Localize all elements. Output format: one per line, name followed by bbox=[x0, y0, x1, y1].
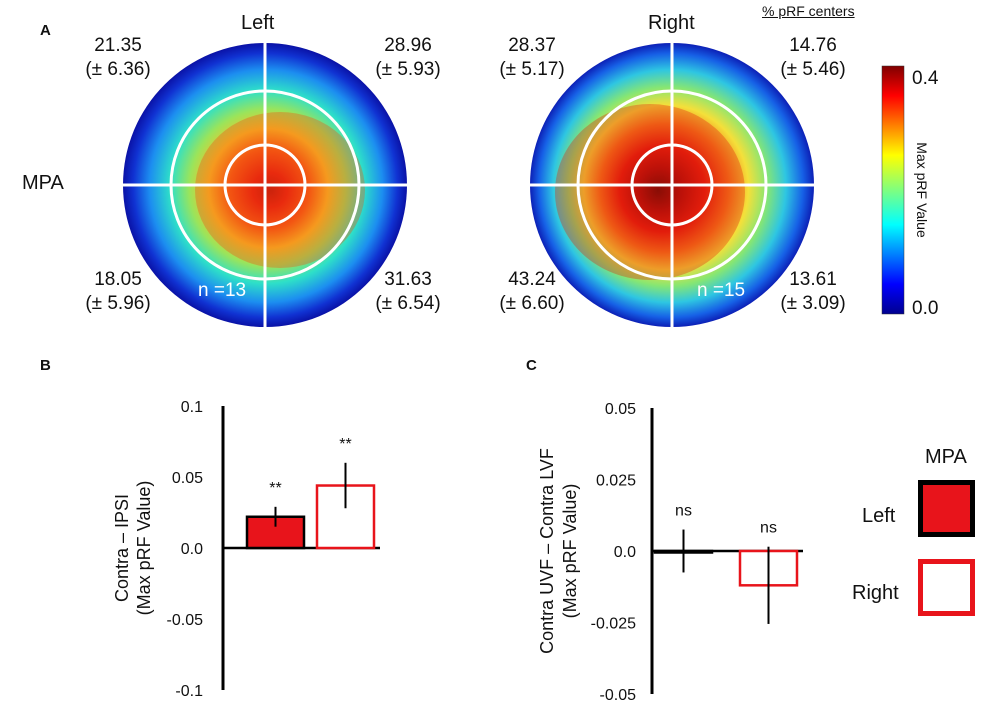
legend-left-swatch bbox=[918, 480, 975, 537]
right-ll-pct: 43.24 (± 6.60) bbox=[492, 268, 572, 316]
colorbar-min-label: 0.0 bbox=[912, 298, 938, 319]
roi-label-mpa: MPA bbox=[22, 172, 64, 194]
legend-right-label: Right bbox=[852, 582, 899, 604]
right-lr-value: 13.61 bbox=[789, 269, 837, 290]
left-ul-sd: (± 6.36) bbox=[85, 59, 151, 80]
chart-b-ytick-label: 0.1 bbox=[181, 399, 203, 416]
right-ur-pct: 14.76 (± 5.46) bbox=[773, 34, 853, 82]
chart-c-ytick-label: -0.05 bbox=[600, 687, 637, 704]
chart-b-ylabel-line1: Contra – IPSI bbox=[112, 494, 132, 602]
left-ll-sd: (± 5.96) bbox=[85, 293, 151, 314]
left-ul-value: 21.35 bbox=[94, 35, 142, 56]
chart-c-ytick-label: 0.025 bbox=[596, 473, 636, 490]
chart-c-sig-label-left: ns bbox=[675, 503, 692, 520]
chart-b-ytick-label: 0.0 bbox=[181, 541, 203, 558]
left-n-label: n =13 bbox=[198, 280, 246, 301]
chart-c-ytick-label: 0.05 bbox=[605, 401, 636, 418]
colorbar bbox=[881, 65, 905, 315]
right-ll-sd: (± 6.60) bbox=[499, 293, 565, 314]
left-ll-pct: 18.05 (± 5.96) bbox=[78, 268, 158, 316]
pct-centers-header: % pRF centers bbox=[762, 3, 855, 19]
chart-b-sig-label-left: ** bbox=[269, 480, 281, 497]
chart-c-ytick-label: -0.025 bbox=[591, 616, 636, 633]
right-ul-pct: 28.37 (± 5.17) bbox=[492, 34, 572, 82]
right-hemisphere-title: Right bbox=[648, 12, 695, 34]
panel-a-label: A bbox=[40, 22, 51, 39]
left-lr-pct: 31.63 (± 6.54) bbox=[368, 268, 448, 316]
chart-c-ytick-label: 0.0 bbox=[614, 544, 636, 561]
legend-left-label: Left bbox=[862, 505, 896, 527]
right-ur-sd: (± 5.46) bbox=[780, 59, 846, 80]
left-heatmap-hotspot bbox=[195, 112, 365, 268]
chart-c-ylabel-line1: Contra UVF – Contra LVF bbox=[537, 448, 557, 654]
legend-title: MPA bbox=[925, 446, 967, 468]
colorbar-max-label: 0.4 bbox=[912, 68, 939, 89]
left-ll-value: 18.05 bbox=[94, 269, 142, 290]
chart-c-ylabel-line2: (Max pRF Value) bbox=[560, 484, 580, 619]
panel-a-heatmaps: n =13 n =15 0.4 0.0 Max pRF Value bbox=[123, 43, 939, 327]
left-lr-sd: (± 6.54) bbox=[375, 293, 441, 314]
left-ul-pct: 21.35 (± 6.36) bbox=[78, 34, 158, 82]
chart-b-ylabel-line2: (Max pRF Value) bbox=[134, 481, 154, 616]
right-heatmap-hotspot bbox=[555, 104, 745, 280]
right-ll-value: 43.24 bbox=[508, 269, 556, 290]
right-ul-value: 28.37 bbox=[508, 35, 556, 56]
right-lr-sd: (± 3.09) bbox=[780, 293, 846, 314]
left-lr-value: 31.63 bbox=[384, 269, 432, 290]
chart-b-sig-label-right: ** bbox=[339, 436, 351, 453]
right-lr-pct: 13.61 (± 3.09) bbox=[773, 268, 853, 316]
chart-b-ytick-label: -0.1 bbox=[175, 683, 203, 700]
panel-b-label: B bbox=[40, 357, 51, 374]
right-ur-value: 14.76 bbox=[789, 35, 837, 56]
panel-c-label: C bbox=[526, 357, 537, 374]
right-ul-sd: (± 5.17) bbox=[499, 59, 565, 80]
left-ur-sd: (± 5.93) bbox=[375, 59, 441, 80]
left-ur-pct: 28.96 (± 5.93) bbox=[368, 34, 448, 82]
right-n-label: n =15 bbox=[697, 280, 745, 301]
legend-right-swatch bbox=[918, 559, 975, 616]
left-ur-value: 28.96 bbox=[384, 35, 432, 56]
left-hemisphere-title: Left bbox=[241, 12, 275, 34]
colorbar-title: Max pRF Value bbox=[914, 142, 930, 238]
chart-b-ytick-label: 0.05 bbox=[172, 470, 203, 487]
chart-c-sig-label-right: ns bbox=[760, 520, 777, 537]
chart-b-ytick-label: -0.05 bbox=[167, 612, 204, 629]
